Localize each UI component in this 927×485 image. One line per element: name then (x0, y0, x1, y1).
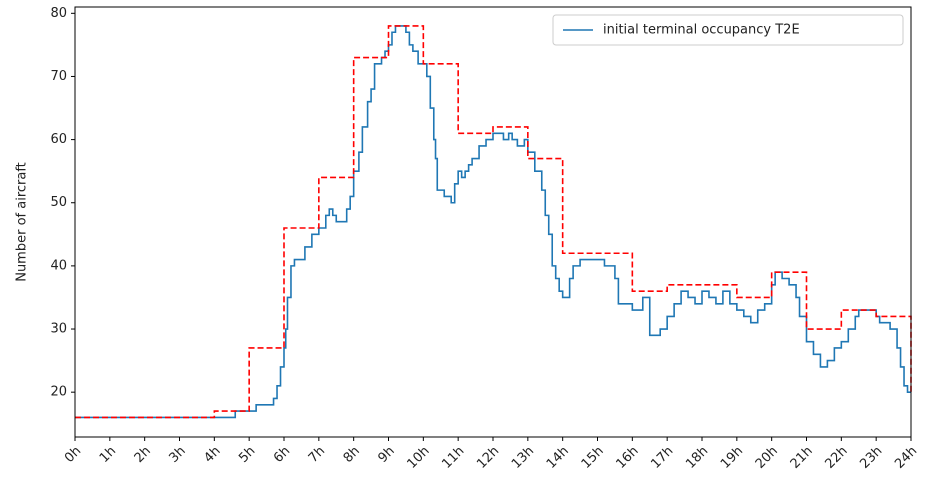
x-tick-label: 23h (857, 444, 885, 472)
y-tick-label: 30 (50, 322, 67, 337)
y-tick-label: 50 (50, 195, 67, 210)
x-tick-label: 10h (405, 444, 433, 472)
x-tick-label: 20h (753, 444, 781, 472)
y-tick-label: 80 (50, 6, 67, 21)
x-tick-label: 13h (509, 444, 537, 472)
x-tick-label: 21h (788, 444, 816, 472)
x-tick-label: 12h (474, 444, 502, 472)
x-tick-label: 0h (62, 444, 84, 466)
x-tick-label: 22h (823, 444, 851, 472)
x-tick-label: 16h (614, 444, 642, 472)
legend-box (552, 14, 904, 46)
y-axis-label: Number of aircraft (15, 162, 30, 282)
y-tick-label: 20 (50, 385, 67, 400)
x-tick-label: 8h (341, 444, 363, 466)
x-tick-label: 2h (132, 444, 154, 466)
x-tick-label: 15h (579, 444, 607, 472)
x-tick-label: 17h (648, 444, 676, 472)
x-tick-label: 7h (306, 444, 328, 466)
y-tick-label: 70 (50, 69, 67, 84)
x-tick-label: 24h (892, 444, 920, 472)
x-tick-label: 19h (718, 444, 746, 472)
x-tick-label: 11h (439, 444, 467, 472)
y-tick-label: 40 (50, 258, 67, 273)
step-line (75, 25, 912, 419)
x-tick-label: 1h (97, 444, 119, 466)
y-tick-label: 60 (50, 132, 67, 147)
x-tick-label: 4h (201, 444, 223, 466)
step-line (75, 25, 911, 419)
x-tick-label: 9h (376, 444, 398, 466)
x-tick-label: 5h (236, 444, 258, 466)
plot-frame (74, 6, 912, 438)
x-tick-label: 6h (271, 444, 293, 466)
x-tick-label: 14h (544, 444, 572, 472)
x-tick-label: 3h (167, 444, 189, 466)
x-tick-label: 18h (683, 444, 711, 472)
legend-label: initial terminal occupancy T2E (603, 23, 800, 38)
